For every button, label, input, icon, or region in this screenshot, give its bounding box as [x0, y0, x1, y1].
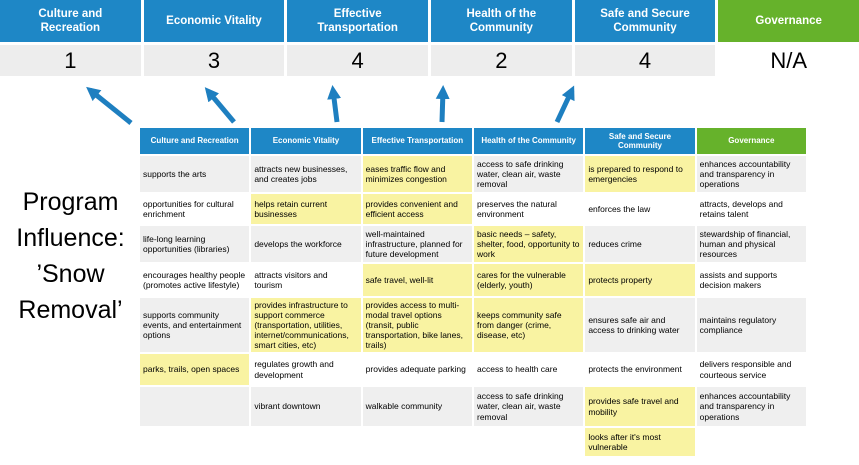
matrix-cell-r8-c3: [362, 428, 472, 456]
matrix-cell-r3-c6: stewardship of financial, human and phys…: [696, 226, 806, 262]
matrix-cell-r6-c1: parks, trails, open spaces: [140, 354, 250, 385]
arrow-up-4: [435, 85, 450, 123]
matrix-header-governance: Governance: [696, 128, 806, 154]
matrix-cell-r4-c4: cares for the vulnerable (elderly, youth…: [474, 264, 584, 296]
matrix-header-safe-and-secure-community: Safe and Secure Community: [585, 128, 695, 154]
matrix-cell-r4-c2: attracts visitors and tourism: [251, 264, 361, 296]
matrix-cell-r7-c4: access to safe drinking water, clean air…: [474, 387, 584, 426]
matrix-cell-r8-c2: [251, 428, 361, 456]
matrix-cell-r1-c2: attracts new businesses, and creates job…: [251, 156, 361, 192]
page-title: Program Influence: ’Snow Removal’: [16, 188, 125, 324]
priority-header-row: Culture and Recreation Economic Vitality E…: [0, 0, 859, 42]
matrix-cell-r5-c3: provides access to multi-modal travel op…: [362, 298, 472, 352]
matrix-cell-r5-c6: maintains regulatory compliance: [696, 298, 806, 352]
matrix-cell-r4-c6: assists and supports decision makers: [696, 264, 806, 296]
matrix-cell-r5-c2: provides infrastructure to support comme…: [251, 298, 361, 352]
matrix-cell-r3-c5: reduces crime: [585, 226, 695, 262]
matrix-cell-r6-c6: delivers responsible and courteous servi…: [696, 354, 806, 385]
matrix-cell-r1-c5: is prepared to respond to emergencies: [585, 156, 695, 192]
score-culture-and-recreation: 1: [0, 45, 141, 76]
influence-matrix: Culture and Recreation Economic Vitality E…: [140, 128, 806, 456]
matrix-cell-r8-c4: [474, 428, 584, 456]
matrix-cell-r4-c1: encourages healthy people (promotes acti…: [140, 264, 250, 296]
arrow-up-3: [327, 85, 342, 123]
matrix-cell-r2-c2: helps retain current businesses: [251, 194, 361, 224]
arrow-up-5: [554, 85, 575, 124]
matrix-cell-r2-c6: attracts, develops and retains talent: [696, 194, 806, 224]
matrix-cell-r4-c5: protects property: [585, 264, 695, 296]
priority-header-effective-transportation: Effective Transportation: [287, 0, 428, 42]
priority-header-governance: Governance: [718, 0, 859, 42]
matrix-header-culture-and-recreation: Culture and Recreation: [140, 128, 250, 154]
matrix-cell-r5-c5: ensures safe air and access to drinking …: [585, 298, 695, 352]
matrix-cell-r8-c6: [696, 428, 806, 456]
matrix-cell-r7-c6: enhances accountability and transparency…: [696, 387, 806, 426]
arrow-up-1: [86, 86, 133, 125]
matrix-cell-r8-c1: [140, 428, 250, 456]
matrix-cell-r6-c5: protects the environment: [585, 354, 695, 385]
matrix-header-health-of-the-community: Health of the Community: [474, 128, 584, 154]
matrix-cell-r6-c4: access to health care: [474, 354, 584, 385]
matrix-cell-r2-c3: provides convenient and efficient access: [362, 194, 472, 224]
matrix-cell-r7-c5: provides safe travel and mobility: [585, 387, 695, 426]
matrix-cell-r2-c1: opportunities for cultural enrichment: [140, 194, 250, 224]
matrix-cell-r6-c3: provides adequate parking: [362, 354, 472, 385]
matrix-cell-r8-c5: looks after it's most vulnerable: [585, 428, 695, 456]
matrix-header-effective-transportation: Effective Transportation: [362, 128, 472, 154]
matrix-cell-r1-c1: supports the arts: [140, 156, 250, 192]
arrow-up-2: [204, 87, 236, 124]
matrix-cell-r7-c3: walkable community: [362, 387, 472, 426]
score-economic-vitality: 3: [143, 45, 285, 76]
matrix-cell-r5-c4: keeps community safe from danger (crime,…: [474, 298, 584, 352]
score-health-of-the-community: 2: [431, 45, 572, 76]
matrix-cell-r3-c4: basic needs – safety, shelter, food, opp…: [474, 226, 584, 262]
matrix-cell-r5-c1: supports community events, and entertain…: [140, 298, 250, 352]
matrix-header-economic-vitality: Economic Vitality: [251, 128, 361, 154]
priority-header-economic-vitality: Economic Vitality: [143, 0, 285, 42]
priority-header-culture-and-recreation: Culture and Recreation: [0, 0, 141, 42]
matrix-cell-r7-c1: [140, 387, 250, 426]
priority-header-safe-and-secure-community: Safe and Secure Community: [574, 0, 716, 42]
score-governance: N/A: [718, 45, 859, 76]
score-row: 1 3 4 2 4 N/A: [0, 45, 859, 76]
matrix-cell-r3-c2: develops the workforce: [251, 226, 361, 262]
matrix-cell-r2-c5: enforces the law: [585, 194, 695, 224]
matrix-cell-r1-c3: eases traffic flow and minimizes congest…: [362, 156, 472, 192]
priority-header-health-of-the-community: Health of the Community: [431, 0, 572, 42]
matrix-cell-r3-c3: well-maintained infrastructure, planned …: [362, 226, 472, 262]
matrix-cell-r3-c1: life-long learning opportunities (librar…: [140, 226, 250, 262]
matrix-cell-r1-c6: enhances accountability and transparency…: [696, 156, 806, 192]
score-effective-transportation: 4: [287, 45, 428, 76]
matrix-cell-r6-c2: regulates growth and development: [251, 354, 361, 385]
matrix-cell-r2-c4: preserves the natural environment: [474, 194, 584, 224]
matrix-cell-r4-c3: safe travel, well-lit: [362, 264, 472, 296]
matrix-cell-r7-c2: vibrant downtown: [251, 387, 361, 426]
matrix-cell-r1-c4: access to safe drinking water, clean air…: [474, 156, 584, 192]
score-safe-and-secure-community: 4: [574, 45, 716, 76]
